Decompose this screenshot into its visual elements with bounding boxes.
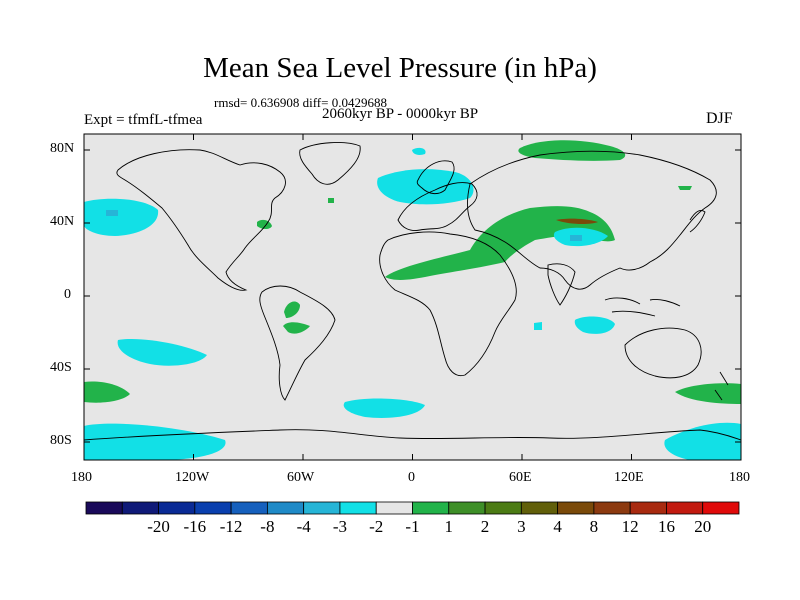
anomaly-southern-ocean-east [664,422,741,460]
coast-scandinavia [416,160,455,195]
anomaly-south-america-south [283,322,310,334]
colorbar-label: 1 [444,517,454,536]
y-tick-label: 80S [50,433,72,448]
anomaly-south-atlantic [343,398,425,418]
anomaly-tibet-core [570,235,582,241]
colorbar-box [520,501,559,515]
anomaly-north-africa-asia [385,206,615,280]
colorbar-label: 20 [694,517,712,536]
colorbar-box [303,501,341,515]
anomaly-south-pacific-west [84,381,130,403]
colorbar-box [121,501,159,515]
positive-anomaly-areas [84,140,741,404]
colorbar-box [266,501,305,515]
colorbar-label: -3 [332,517,348,536]
x-tick-label: 180 [729,470,750,485]
stats-line: rmsd= 0.636908 diff= 0.0429688 [214,95,387,110]
x-tick-label: 60W [287,470,315,485]
colorbar-label: -20 [147,517,170,536]
chart-title: Mean Sea Level Pressure (in hPa) [203,52,597,84]
y-axis-ticks [84,149,741,443]
colorbar-label: 8 [589,517,599,536]
anomaly-indian-ocean-small [534,322,542,330]
colorbar-box [194,501,232,515]
colorbar-label: 16 [657,517,675,536]
colorbar-label: -16 [183,517,207,536]
coast-greenland [299,142,361,185]
colorbar-label: 4 [553,517,562,536]
colorbar-box [448,501,486,515]
x-tick-label: 60E [509,470,532,485]
season-label: DJF [706,110,733,127]
x-tick-label: 120E [614,470,644,485]
colorbar-box [666,501,704,515]
colorbar-box [557,501,595,515]
colorbar-box [375,501,413,515]
colorbar-label: -4 [296,517,311,536]
anomaly-indian-ocean [574,316,615,334]
x-tick-label: 0 [408,470,415,485]
anomaly-north-atlantic-top [412,147,426,155]
coast-india [547,263,576,306]
colorbar-label: -2 [369,517,384,536]
anomaly-siberia [518,140,626,161]
anomaly-southern-ocean-west [84,423,226,460]
coast-europe [397,182,478,231]
colorbar-box [412,501,450,515]
anomaly-scandinavia [377,169,474,205]
coast-maritime-continent [604,297,681,317]
anomaly-strong-positive [556,218,598,225]
period-label: 2060kyr BP - 0000kyr BP [322,106,479,122]
colorbar-label: -1 [405,517,420,536]
coast-south-america [259,285,336,401]
colorbar-box [339,501,377,515]
coast-new-zealand [714,371,729,401]
anomaly-north-pacific-core [106,210,118,216]
coast-australia [624,327,702,379]
coast-asia [467,150,717,290]
x-tick-label: 120W [175,470,210,485]
colorbar-label: 3 [517,517,526,536]
coast-japan [689,209,706,233]
anomaly-south-america-north [284,301,300,318]
coast-antarctica [83,429,742,441]
y-tick-label: 80N [50,141,75,156]
anomaly-south-pacific-east [675,383,741,404]
colorbar-box [484,501,522,515]
anomaly-atlantic-dot [328,198,334,203]
anomaly-south-pacific [117,338,207,366]
coast-africa [379,231,517,377]
negative-anomaly-areas [84,147,741,460]
x-axis-ticks [83,134,742,460]
colorbar-box [593,501,631,515]
coast-north-america [116,149,286,291]
anomaly-east-asia [678,186,692,190]
experiment-label: Expt = tfmfL-tfmea [84,112,203,128]
y-tick-label: 0 [64,287,71,302]
colorbar-label: -8 [260,517,275,536]
y-tick-label: 40S [50,360,72,375]
stronger-negative-areas [106,210,582,241]
colorbar-box [230,501,268,515]
colorbar-label: -12 [219,517,243,536]
colorbar-label: 12 [621,517,639,536]
colorbar [85,501,740,515]
colorbar-box [629,501,667,515]
x-tick-label: 180 [71,470,92,485]
colorbar-box [85,501,123,515]
colorbar-box [702,501,740,515]
coastlines [83,142,742,441]
y-tick-label: 40N [50,214,75,229]
colorbar-label: 2 [480,517,490,536]
anomaly-north-pacific [84,198,159,236]
colorbar-box [158,501,196,515]
